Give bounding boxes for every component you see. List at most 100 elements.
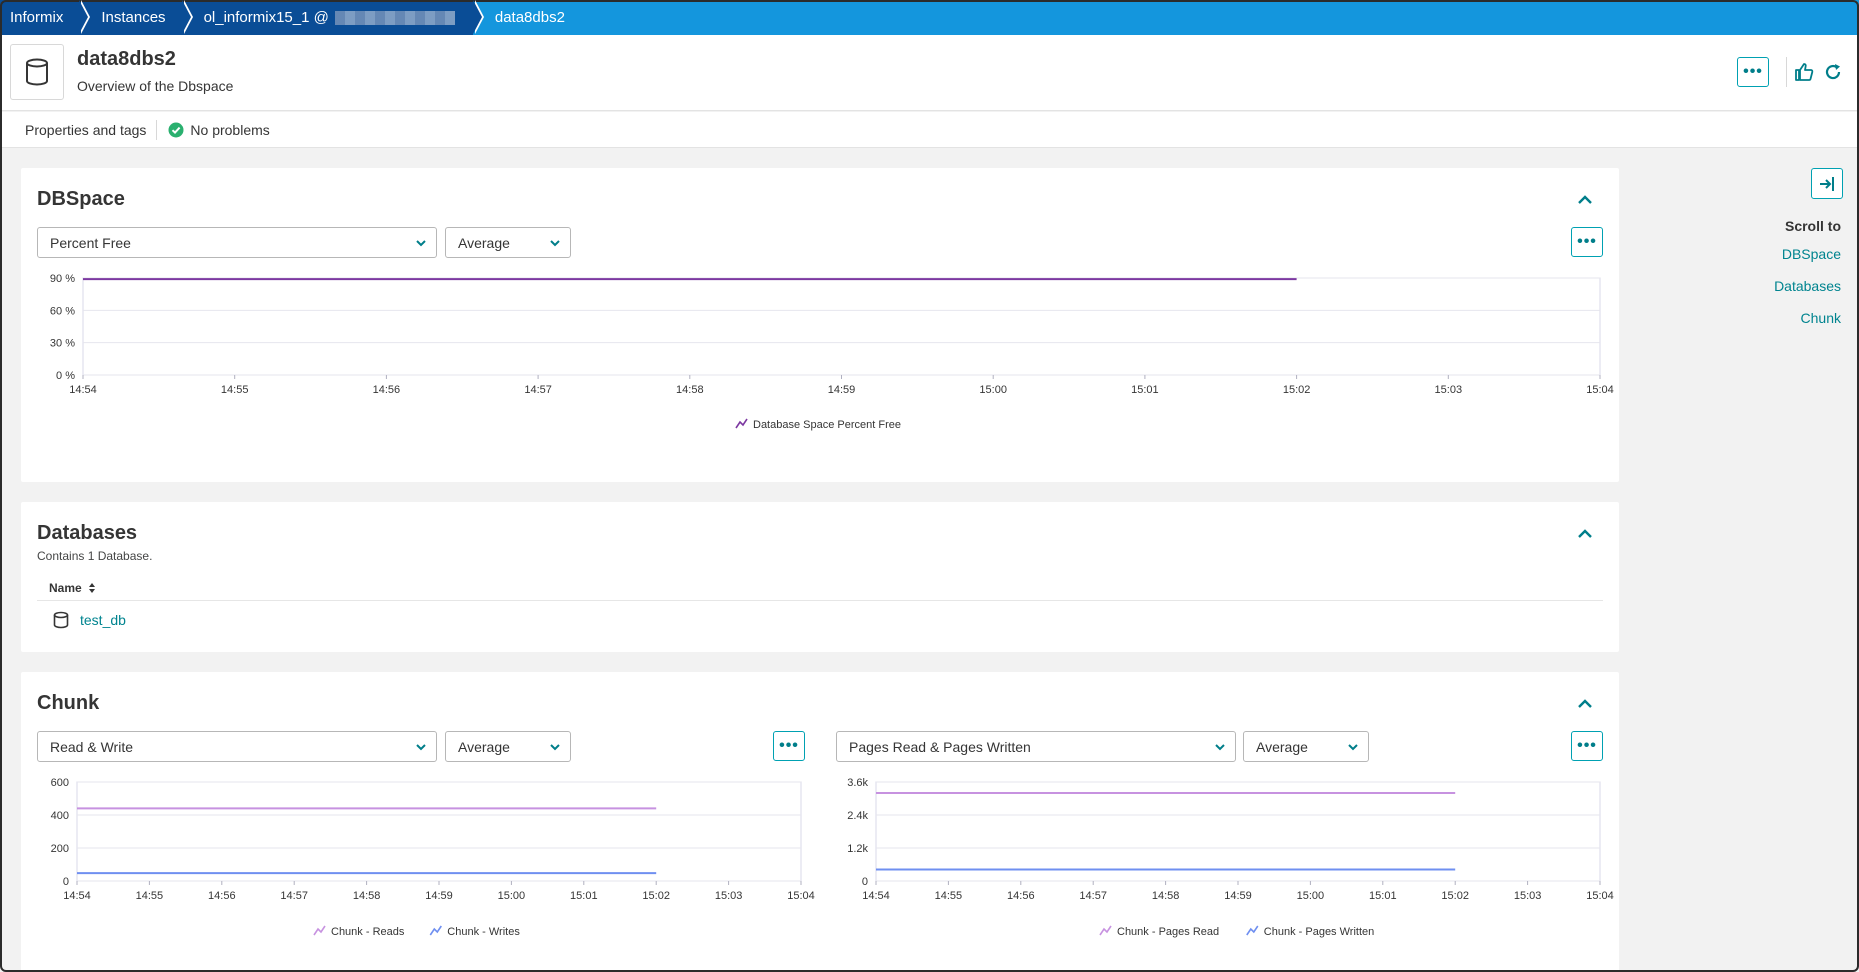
scroll-to-databases-link[interactable]: Databases (1774, 278, 1841, 294)
x-tick-label: 14:56 (208, 890, 236, 902)
chunk-card: Chunk Read & Write Average ••• Pages Rea… (21, 672, 1619, 972)
scroll-to-chunk-link[interactable]: Chunk (1800, 310, 1841, 326)
chunk-title: Chunk (37, 692, 100, 714)
chevron-up-icon[interactable] (1575, 694, 1595, 714)
collapse-panel-button[interactable] (1811, 168, 1843, 199)
x-tick-label: 15:01 (1369, 890, 1397, 902)
breadcrumb: Informix Instances ol_informix15_1 @ dat… (0, 0, 1859, 35)
legend-label: Chunk - Pages Written (1264, 926, 1374, 938)
plot-frame (76, 781, 802, 882)
select-value: Average (1256, 738, 1308, 755)
y-tick-label: 0 (862, 876, 868, 888)
x-tick-label: 15:00 (498, 890, 526, 902)
header-more-button[interactable]: ••• (1737, 57, 1769, 87)
header-divider (1786, 57, 1787, 87)
properties-bar: Properties and tags No problems (0, 112, 1859, 148)
chevron-down-icon (1348, 744, 1358, 751)
dbspace-chart: 90 % 60 % 30 % 0 % 14:54 14:55 14:56 14:57 14:58… (50, 273, 1614, 431)
chevron-up-icon[interactable] (1575, 524, 1595, 544)
dbspace-more-button[interactable]: ••• (1571, 227, 1603, 257)
plot-frame (82, 277, 1601, 376)
dbspace-aggregation-select[interactable]: Average (445, 227, 571, 258)
breadcrumb-label: Instances (101, 9, 166, 26)
y-tick-label: 1.2k (847, 843, 868, 855)
dbspace-metric-select[interactable]: Percent Free (37, 227, 437, 258)
databases-title: Databases (37, 522, 138, 544)
legend-label: Database Space Percent Free (753, 419, 901, 431)
collapse-right-icon (1820, 176, 1834, 191)
y-tick-label: 400 (51, 810, 69, 822)
x-tick-label: 14:55 (935, 890, 963, 902)
x-tick-label: 15:03 (715, 890, 743, 902)
x-tick-label: 14:56 (373, 384, 401, 396)
x-tick-label: 14:58 (1152, 890, 1180, 902)
chunk-left-chart: 600 400 200 0 14:54 14:55 14:56 14:57 14:58 14:59… (51, 777, 815, 938)
y-tick-label: 60 % (50, 305, 75, 317)
scroll-to-dbspace-link[interactable]: DBSpace (1781, 246, 1841, 262)
y-tick-label: 2.4k (847, 810, 868, 822)
x-tick-label: 15:04 (1586, 890, 1614, 902)
dbspace-title: DBSpace (37, 188, 125, 210)
chevron-up-icon[interactable] (1575, 190, 1595, 210)
x-tick-label: 15:03 (1435, 384, 1463, 396)
legend-label: Chunk - Writes (447, 926, 520, 938)
chunk-right-more-button[interactable]: ••• (1571, 731, 1603, 761)
x-tick-label: 14:59 (1224, 890, 1252, 902)
chunk-left-more-button[interactable]: ••• (773, 731, 805, 761)
chevron-down-icon (416, 240, 426, 247)
database-icon (10, 44, 64, 100)
breadcrumb-label: ol_informix15_1 @ (203, 9, 329, 26)
chunk-left-aggregation-select[interactable]: Average (445, 731, 571, 762)
breadcrumb-item-instance[interactable]: ol_informix15_1 @ (181, 0, 485, 35)
select-value: Average (458, 234, 510, 251)
x-tick-label: 14:56 (1007, 890, 1035, 902)
x-tick-label: 14:58 (353, 890, 381, 902)
y-tick-label: 0 (63, 876, 69, 888)
problems-status[interactable]: No problems (168, 122, 270, 138)
y-tick-label: 90 % (50, 273, 75, 285)
x-tick-label: 15:04 (1586, 384, 1614, 396)
select-value: Pages Read & Pages Written (849, 738, 1031, 755)
databases-card: Databases Contains 1 Database. Name test… (21, 502, 1619, 652)
x-tick-label: 15:01 (570, 890, 598, 902)
x-tick-label: 14:55 (221, 384, 249, 396)
properties-and-tags-link[interactable]: Properties and tags (25, 121, 147, 138)
breadcrumb-item-informix[interactable]: Informix (0, 0, 91, 35)
select-value: Average (458, 738, 510, 755)
y-tick-label: 0 % (56, 370, 75, 382)
y-tick-label: 200 (51, 843, 69, 855)
chunk-right-metric-select[interactable]: Pages Read & Pages Written (836, 731, 1236, 762)
databases-count: Contains 1 Database. (37, 549, 153, 563)
divider (156, 119, 158, 140)
legend-label: Chunk - Reads (331, 926, 405, 938)
page-title: data8dbs2 (77, 48, 176, 70)
thumbs-up-icon[interactable] (1793, 59, 1815, 85)
x-tick-label: 14:54 (63, 890, 91, 902)
x-tick-label: 14:54 (69, 384, 97, 396)
database-link[interactable]: test_db (80, 612, 126, 628)
table-header-name[interactable]: Name (37, 575, 1603, 601)
breadcrumb-item-instances[interactable]: Instances (79, 0, 193, 35)
x-tick-label: 14:54 (862, 890, 890, 902)
database-icon (53, 611, 69, 629)
scroll-to-title: Scroll to (1784, 218, 1841, 234)
chunk-right-aggregation-select[interactable]: Average (1243, 731, 1369, 762)
y-tick-label: 30 % (50, 338, 75, 350)
redacted-host (334, 10, 455, 25)
x-tick-label: 14:57 (1079, 890, 1107, 902)
x-tick-label: 15:00 (979, 384, 1007, 396)
chevron-down-icon (416, 744, 426, 751)
x-tick-label: 14:59 (828, 384, 856, 396)
sort-icon (88, 582, 95, 593)
page-subtitle: Overview of the Dbspace (77, 78, 234, 94)
chunk-left-metric-select[interactable]: Read & Write (37, 731, 437, 762)
x-tick-label: 14:59 (425, 890, 453, 902)
refresh-icon[interactable] (1822, 59, 1844, 85)
legend-swatch (429, 925, 442, 936)
breadcrumb-label: Informix (10, 9, 64, 26)
x-tick-label: 14:58 (676, 384, 704, 396)
x-tick-label: 15:03 (1514, 890, 1542, 902)
x-tick-label: 15:02 (1283, 384, 1311, 396)
legend-label: Chunk - Pages Read (1117, 926, 1219, 938)
legend-swatch (735, 418, 748, 429)
